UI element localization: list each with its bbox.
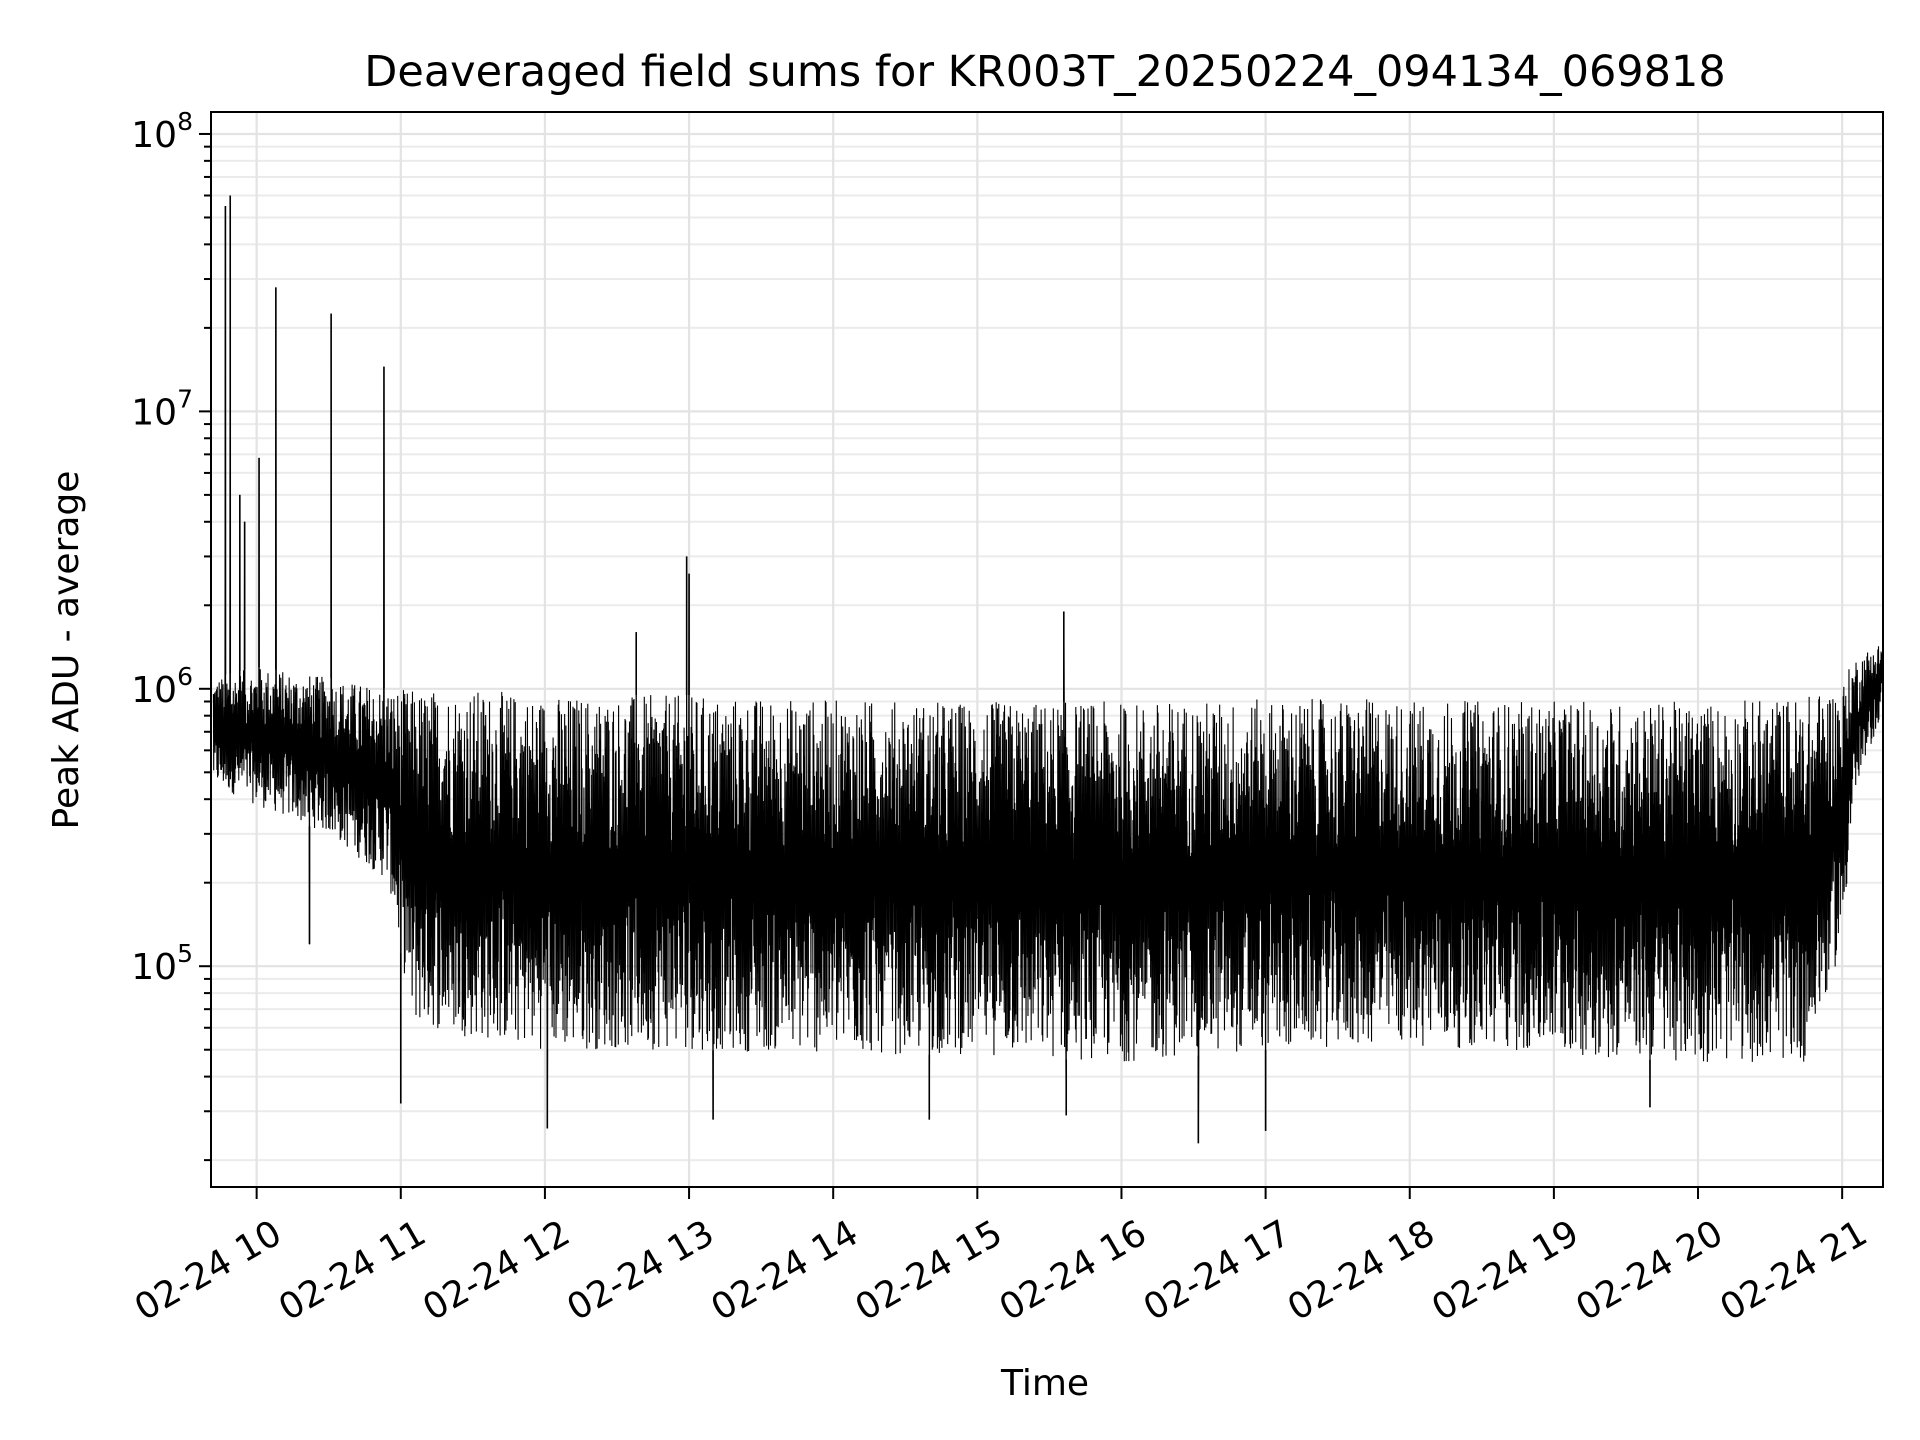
y-tick-exponent: 5 [177, 939, 193, 968]
y-tick-exponent: 8 [177, 107, 193, 136]
y-tick-base: 10 [131, 392, 177, 433]
x-tick-label: 02-24 10 [128, 1213, 289, 1329]
x-tick-label: 02-24 14 [705, 1213, 866, 1329]
x-tick-label: 02-24 13 [560, 1213, 721, 1329]
y-axis-label: Peak ADU - average [46, 471, 87, 830]
series-trace [212, 168, 1884, 1144]
x-tick-label: 02-24 15 [849, 1213, 1010, 1329]
y-tick-label: 105 [131, 939, 193, 988]
x-tick-label: 02-24 11 [272, 1213, 433, 1329]
x-tick-label: 02-24 18 [1281, 1213, 1442, 1329]
y-tick-base: 10 [131, 947, 177, 988]
plot-area-frame [210, 111, 1884, 1188]
x-axis-label: Time [1000, 1363, 1089, 1404]
y-tick-label: 106 [131, 662, 193, 711]
y-tick-label: 108 [131, 107, 193, 156]
y-tick-base: 10 [131, 115, 177, 156]
chart-title: Deaveraged field sums for KR003T_2025022… [364, 47, 1726, 97]
x-tick-label: 02-24 20 [1569, 1213, 1730, 1329]
y-tick-label: 107 [131, 384, 193, 433]
y-tick-base: 10 [131, 670, 177, 711]
series-line [212, 163, 1884, 1144]
x-tick-label: 02-24 19 [1425, 1213, 1586, 1329]
x-tick-label: 02-24 21 [1713, 1213, 1874, 1329]
x-tick-label: 02-24 12 [416, 1213, 577, 1329]
x-tick-label: 02-24 17 [1137, 1213, 1298, 1329]
y-tick-exponent: 7 [177, 384, 193, 413]
y-tick-exponent: 6 [177, 662, 193, 691]
x-tick-label: 02-24 16 [993, 1213, 1154, 1329]
